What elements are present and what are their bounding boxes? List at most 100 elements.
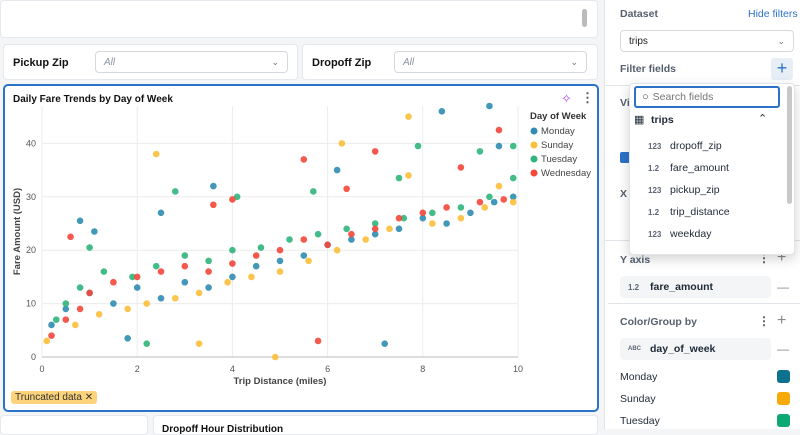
- popover-scrollbar[interactable]: [787, 86, 792, 204]
- table-icon: ▦: [634, 114, 645, 126]
- field-name: fare_amount: [650, 281, 714, 293]
- data-point-sunday: [224, 278, 231, 286]
- data-point-monday: [381, 340, 389, 347]
- data-point-tuesday: [400, 214, 408, 222]
- data-point-wednesday: [457, 164, 465, 171]
- search-field[interactable]: [652, 91, 763, 103]
- x-tick-label: 8: [420, 364, 425, 374]
- data-point-tuesday: [76, 284, 84, 291]
- data-point-tuesday: [429, 209, 436, 217]
- add-color-icon[interactable]: +: [777, 312, 787, 329]
- data-point-wednesday: [443, 204, 450, 211]
- truncated-data-badge[interactable]: Truncated data ✕: [11, 391, 98, 404]
- data-point-sunday: [457, 214, 465, 222]
- chart-card[interactable]: Daily Fare Trends by Day of Week ✧ ⋮ 0 2 4…: [3, 84, 599, 412]
- scrollbar[interactable]: [582, 9, 587, 27]
- data-point-sunday: [143, 300, 151, 307]
- data-point-wednesday: [371, 148, 379, 155]
- field-name: pickup_zip: [670, 184, 720, 196]
- legend-label: Sunday: [541, 140, 573, 151]
- color-legend-label: Monday: [620, 371, 658, 383]
- data-point-sunday: [429, 220, 436, 227]
- field-name: fare_amount: [670, 162, 729, 174]
- checkbox[interactable]: [620, 152, 630, 163]
- color-legend-label: Tuesday: [620, 415, 660, 427]
- y-axis-field[interactable]: 1.2 fare_amount: [620, 276, 771, 298]
- hide-filters-link[interactable]: Hide filters: [748, 8, 798, 20]
- add-filter-button[interactable]: +: [771, 58, 793, 80]
- chevron-up-icon[interactable]: ⌃: [758, 113, 768, 125]
- filter-label: Dropoff Zip: [312, 57, 372, 69]
- data-point-wednesday: [181, 262, 189, 270]
- data-point-tuesday: [143, 340, 151, 347]
- field-option[interactable]: 1.2 trip_distance: [648, 206, 730, 218]
- data-point-wednesday: [371, 225, 379, 233]
- data-point-monday: [210, 182, 217, 190]
- data-point-monday: [157, 209, 165, 217]
- legend-label: Tuesday: [541, 154, 577, 165]
- y-tick-label: 30: [26, 192, 36, 202]
- field-option[interactable]: 123 weekday: [648, 228, 711, 240]
- data-point-monday: [76, 217, 84, 225]
- dropoff-hour-card: Dropoff Hour Distribution: [153, 415, 598, 435]
- data-point-sunday: [362, 236, 369, 243]
- data-point-tuesday: [486, 193, 493, 201]
- field-option[interactable]: 123 dropoff_zip: [648, 140, 722, 152]
- data-point-wednesday: [62, 316, 70, 323]
- color-swatch[interactable]: [777, 414, 790, 427]
- data-point-wednesday: [343, 185, 350, 193]
- data-point-monday: [467, 209, 474, 217]
- data-point-monday: [509, 193, 517, 201]
- color-menu-icon[interactable]: ⋮: [758, 314, 770, 328]
- field-name: weekday: [670, 228, 712, 240]
- add-y-axis-icon[interactable]: +: [777, 249, 787, 266]
- data-point-wednesday: [495, 126, 503, 134]
- data-point-sunday: [481, 204, 488, 211]
- color-swatch[interactable]: [777, 370, 790, 383]
- dataset-select[interactable]: trips ⌄: [620, 30, 794, 52]
- field-name: dropoff_zip: [670, 140, 722, 152]
- remove-color-field-icon[interactable]: —: [777, 342, 789, 356]
- data-point-sunday: [405, 172, 412, 179]
- color-swatch[interactable]: [777, 392, 790, 405]
- data-point-sunday: [152, 150, 160, 158]
- kebab-menu-icon[interactable]: ⋮: [581, 90, 594, 105]
- data-point-wednesday: [500, 196, 508, 203]
- data-point-monday: [490, 198, 498, 206]
- remove-y-field-icon[interactable]: —: [777, 280, 789, 294]
- color-field[interactable]: ABC day_of_week: [620, 338, 771, 360]
- chevron-down-icon: ⌄: [777, 35, 785, 46]
- data-point-tuesday: [62, 300, 70, 307]
- x-axis-label: X: [620, 188, 628, 200]
- data-point-sunday: [248, 273, 255, 281]
- data-point-monday: [419, 214, 427, 222]
- color-group-label: Color/Group by: [620, 316, 697, 328]
- y-tick-label: 40: [26, 138, 36, 148]
- data-point-wednesday: [48, 332, 55, 339]
- legend-title: Day of Week: [530, 111, 587, 122]
- field-option[interactable]: 1.2 fare_amount: [648, 162, 729, 174]
- data-point-tuesday: [52, 316, 60, 323]
- data-point-monday: [110, 300, 117, 307]
- legend-marker: [530, 155, 538, 163]
- string-type-icon: ABC: [628, 346, 641, 352]
- pickup-zip-select[interactable]: All ⌄: [95, 51, 288, 73]
- data-point-monday: [395, 225, 403, 233]
- ai-sparkle-icon[interactable]: ✧: [561, 91, 572, 106]
- data-point-wednesday: [476, 198, 484, 206]
- search-fields-input[interactable]: ○: [634, 86, 780, 108]
- field-name: day_of_week: [650, 343, 716, 355]
- bottom-left-card: [0, 415, 148, 435]
- dropoff-zip-filter: Dropoff Zip All ⌄: [302, 44, 598, 80]
- data-point-sunday: [276, 268, 284, 275]
- data-point-sunday: [43, 337, 51, 345]
- data-point-wednesday: [348, 230, 355, 238]
- data-point-monday: [62, 305, 70, 313]
- dropoff-zip-select[interactable]: All ⌄: [394, 51, 587, 73]
- y-axis-label: Y axis: [620, 254, 651, 266]
- data-point-monday: [443, 220, 450, 227]
- visualization-label: Vi: [620, 97, 630, 109]
- close-icon[interactable]: ✕: [84, 392, 94, 403]
- data-point-wednesday: [276, 246, 284, 254]
- field-option[interactable]: 123 pickup_zip: [648, 184, 720, 196]
